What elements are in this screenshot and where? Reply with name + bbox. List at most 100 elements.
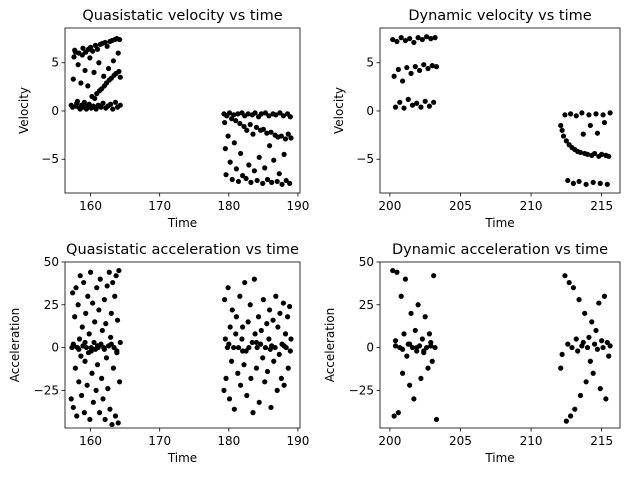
data-point [401,105,407,111]
data-point [71,54,77,60]
chart-title: Quasistatic acceleration vs time [66,242,299,258]
data-points [390,34,613,187]
data-point [414,344,420,351]
data-point [575,348,581,354]
data-point [222,336,228,342]
data-point [235,111,241,117]
data-point [226,396,233,402]
plot-frame [379,27,621,194]
plot-frame [379,261,621,429]
data-point [84,382,90,388]
data-point [395,410,401,416]
data-point [83,344,90,351]
data-point [264,368,271,375]
data-point [222,119,228,126]
data-point [94,285,100,291]
data-point [70,290,76,296]
data-point [281,382,287,388]
data-point [567,413,574,419]
data-point [600,112,606,118]
data-point [72,314,78,320]
data-point [573,113,579,119]
data-point [280,300,287,306]
data-point [233,166,240,172]
data-point [262,165,268,171]
data-point [266,307,273,313]
data-point [402,276,409,282]
data-point [431,99,437,105]
data-point [421,348,427,354]
data-point [94,362,101,368]
data-point [558,365,564,371]
data-point [272,344,278,351]
data-point [411,39,417,46]
data-point [82,339,88,346]
data-point [256,399,262,405]
data-point [76,336,83,342]
data-point [112,413,119,419]
data-point [75,302,81,308]
x-tick-label: 160 [79,434,102,448]
x-tick-label: 170 [148,199,171,213]
data-point [425,365,431,371]
data-point [102,416,108,423]
panel-3: Quasistatic acceleration vs time 160 170 18… [8,242,309,465]
data-point [252,331,258,337]
x-tick-label: 180 [217,199,240,213]
x-tick-label: 200 [378,199,401,213]
data-point [573,336,579,342]
data-point [253,124,260,130]
data-point [282,136,289,142]
data-point [79,324,85,330]
data-point [433,64,440,70]
data-point [583,379,589,385]
data-point [276,351,282,358]
data-point [114,317,121,323]
data-point [90,399,96,405]
data-point [117,74,123,80]
data-point [94,46,101,52]
data-point [287,303,293,310]
data-point [107,406,113,412]
data-point [240,348,246,354]
data-point [422,98,428,104]
data-point [398,35,404,41]
data-point [433,416,440,423]
data-point [273,112,279,118]
data-point [87,55,93,61]
data-point [229,176,235,183]
data-point [222,297,228,303]
data-point [235,370,241,376]
data-point [241,362,247,368]
data-point [99,375,105,381]
x-tick-label: 170 [148,434,171,448]
data-point [85,83,91,89]
data-point [110,58,116,64]
data-point [251,168,257,174]
data-point [260,297,266,303]
data-point [253,339,260,346]
data-point [77,273,83,279]
data-point [415,302,421,308]
data-point [92,95,98,102]
data-point [89,370,95,376]
data-point [273,293,279,299]
data-point [256,154,262,160]
data-point [596,300,602,306]
data-point [254,344,260,351]
data-point [563,138,569,144]
data-point [407,36,413,42]
data-point [594,130,601,136]
data-point [93,106,99,112]
data-point [105,65,112,72]
data-point [587,122,593,129]
data-point [105,386,111,392]
data-point [226,110,233,116]
data-point [398,293,404,299]
data-point [591,150,598,157]
data-point [563,418,569,424]
data-point [104,283,110,289]
data-point [606,153,612,159]
data-point [103,355,110,361]
data-point [262,344,269,351]
